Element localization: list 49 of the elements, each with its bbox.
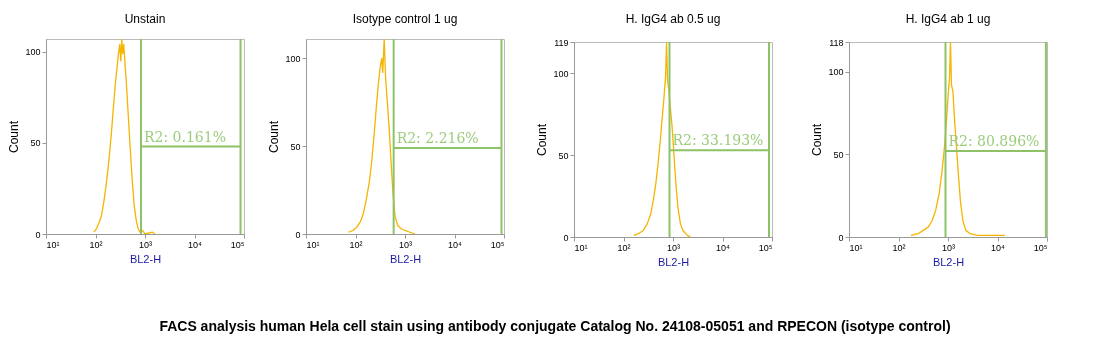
x-tick-label: 10²	[349, 239, 363, 250]
annotation: R2: 0.161%	[143, 128, 226, 145]
x-tick-label: 10³	[398, 239, 413, 250]
text: FACS analysis human Hela cell stain using antibody conjugate Catalog No. 24108-05051 and RPECON (isotype control)	[158, 318, 952, 334]
y-tick-label: 50	[30, 138, 41, 149]
y-axis-title: Count	[810, 123, 825, 157]
y-tick-label: 0	[838, 232, 844, 243]
x-tick-label: 10¹	[849, 242, 863, 253]
x-tick-label: 10⁴	[188, 239, 203, 250]
x-tick-label: 10³	[941, 242, 956, 253]
x-tick-label: 10²	[892, 242, 906, 253]
y-tick-label: 118	[829, 37, 844, 48]
x-tick-label: 10³	[666, 242, 681, 253]
x-axis-title: BL2-H	[389, 252, 422, 265]
y-tick-label: 119	[554, 37, 569, 48]
x-tick-label: 10⁴	[448, 239, 463, 250]
x-tick-label: 10⁴	[991, 242, 1006, 253]
x-axis-title: BL2-H	[932, 255, 965, 268]
y-axis-title: Count	[535, 123, 550, 157]
y-tick-label: 100	[828, 67, 844, 78]
x-tick-label: 10¹	[306, 239, 320, 250]
x-tick-label: 10⁵	[1033, 242, 1048, 253]
chart-title: Isotype control 1 ug	[352, 12, 458, 26]
chart-title: Unstain	[124, 12, 166, 26]
y-axis-title: Count	[267, 120, 282, 154]
x-tick-label: 10⁴	[716, 242, 731, 253]
x-tick-label: 10¹	[46, 239, 60, 250]
x-tick-label: 10²	[617, 242, 631, 253]
y-tick-label: 50	[290, 141, 301, 152]
x-tick-label: 10⁵	[230, 239, 245, 250]
y-tick-label: 100	[25, 47, 41, 58]
x-tick-label: 10⁵	[490, 239, 505, 250]
x-tick-label: 10¹	[574, 242, 588, 253]
y-tick-label: 50	[833, 149, 844, 160]
y-tick-label: 0	[563, 232, 569, 243]
y-tick-label: 50	[558, 150, 569, 161]
y-tick-label: 100	[285, 53, 301, 64]
x-tick-label: 10⁵	[758, 242, 773, 253]
y-axis-title: Count	[7, 120, 22, 154]
y-tick-label: 0	[295, 229, 301, 240]
chart-title: H. IgG4 ab 1 ug	[905, 12, 991, 26]
x-axis-title: BL2-H	[129, 252, 162, 265]
annotation: R2: 2.216%	[396, 129, 479, 146]
chart-title: H. IgG4 ab 0.5 ug	[625, 12, 721, 26]
x-tick-label: 10³	[138, 239, 153, 250]
x-tick-label: 10²	[89, 239, 103, 250]
y-tick-label: 100	[553, 68, 569, 79]
x-axis-title: BL2-H	[657, 255, 690, 268]
y-tick-label: 0	[35, 229, 41, 240]
